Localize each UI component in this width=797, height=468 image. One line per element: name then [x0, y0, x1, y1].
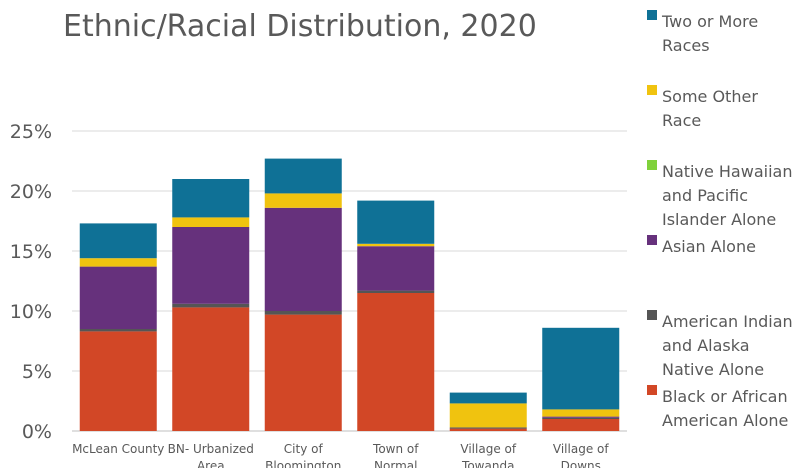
legend-swatch [647, 10, 657, 20]
legend-item: Black or African American Alone [647, 385, 788, 430]
legend-item: American Indian and Alaska Native Alone [647, 310, 793, 379]
bars [79, 158, 620, 431]
bar-segment [172, 217, 250, 227]
bar-segment [542, 327, 620, 410]
bar-segment [79, 329, 157, 332]
legend-label: Two or More Races [661, 12, 758, 55]
bar-segment [79, 331, 157, 431]
bar-segment [172, 303, 250, 308]
gridlines [72, 130, 627, 432]
x-axis: McLean County BN- Urbanized Area City of Blo… [72, 442, 609, 468]
bar-segment [79, 258, 157, 267]
bar-segment [357, 200, 435, 244]
x-tick-label: BN- Urbanized Area [168, 442, 254, 468]
bar-segment [542, 419, 620, 431]
legend-item: Asian Alone [647, 235, 756, 256]
legend-label: American Indian and Alaska Native Alone [662, 312, 793, 379]
bar-segment [542, 416, 620, 418]
bar-segment [264, 193, 342, 208]
y-axis: 0% 5% 10% 15% 20% 25% [10, 121, 52, 443]
bar-segment [542, 417, 620, 419]
legend-label: Native Hawaiian and Pacific Islander Alone [662, 162, 792, 229]
legend-swatch [647, 160, 657, 170]
bar-segment [172, 307, 250, 431]
legend-swatch [647, 310, 657, 320]
y-tick-label: 10% [10, 301, 52, 323]
chart-title: Ethnic/Racial Distribution, 2020 [63, 9, 537, 44]
bar-segment [79, 223, 157, 259]
x-tick-label: McLean County [72, 442, 164, 456]
legend-item: Native Hawaiian and Pacific Islander Alone [647, 160, 792, 229]
bar-segment [264, 207, 342, 311]
y-tick-label: 0% [22, 421, 52, 443]
legend-label: Asian Alone [662, 237, 756, 256]
legend-swatch [647, 385, 657, 395]
bar-segment [357, 243, 435, 247]
y-tick-label: 20% [10, 181, 52, 203]
legend-label: Black or African American Alone [662, 387, 788, 430]
y-tick-label: 15% [10, 241, 52, 263]
bar-segment [449, 403, 527, 428]
bar-segment [357, 290, 435, 293]
legend-swatch [647, 85, 657, 95]
bar-segment [357, 246, 435, 291]
legend-swatch [647, 235, 657, 245]
bar-segment [264, 158, 342, 194]
x-tick-label: Village of Downs [553, 442, 609, 468]
legend-item: Some Other Race [647, 85, 758, 130]
bar-segment [449, 392, 527, 404]
bar-segment [542, 409, 620, 417]
legend-label: Some Other Race [662, 87, 758, 130]
bar-segment [264, 314, 342, 431]
y-tick-label: 5% [22, 361, 52, 383]
x-tick-label: Village of Towanda [460, 442, 516, 468]
bar-segment [172, 227, 250, 304]
bar-segment [172, 179, 250, 218]
legend: Two or More Races Some Other Race Native Haw… [647, 10, 793, 430]
bar-segment [449, 427, 527, 429]
legend-item: Two or More Races [647, 10, 758, 55]
bar-segment [449, 428, 527, 431]
bar-segment [264, 311, 342, 315]
y-tick-label: 25% [10, 121, 52, 143]
x-tick-label: City of Bloomington [265, 442, 341, 468]
bar-segment [79, 266, 157, 329]
x-tick-label: Town of Normal [372, 442, 419, 468]
bar-segment [357, 293, 435, 431]
